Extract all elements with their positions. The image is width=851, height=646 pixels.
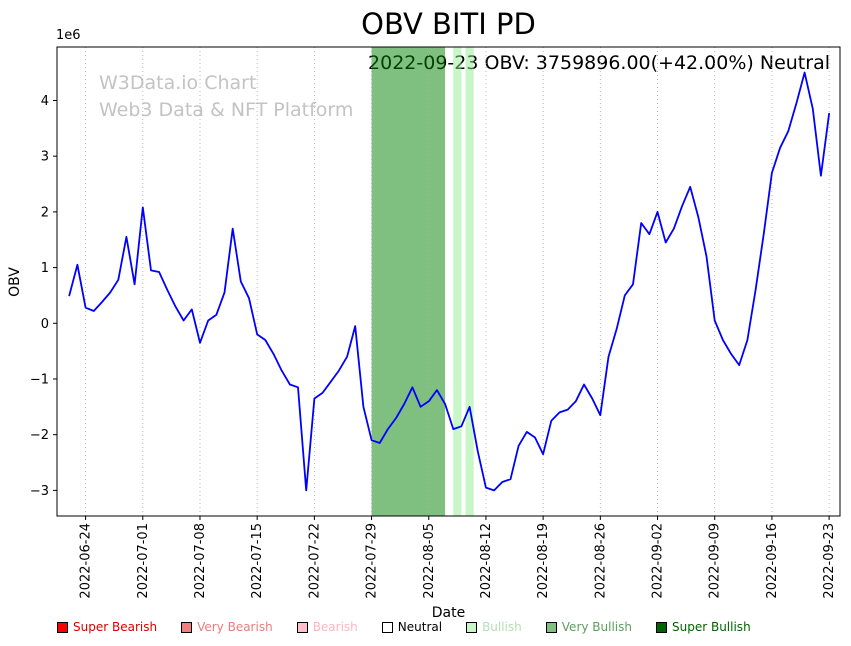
legend-swatch-bullish bbox=[466, 621, 478, 633]
x-tick-label: 2022-08-12 bbox=[479, 523, 494, 599]
latest-value-annotation: 2022-09-23 OBV: 3759896.00(+42.00%) Neut… bbox=[368, 52, 830, 74]
signal-region-bullish bbox=[465, 47, 474, 516]
legend-item-super-bullish: Super Bullish bbox=[656, 620, 751, 634]
watermark-line-1: W3Data.io Chart bbox=[99, 72, 257, 94]
y-tick-label: 3 bbox=[41, 150, 49, 165]
legend: Super Bearish Very Bearish Bearish Neutral B… bbox=[57, 620, 751, 634]
legend-label-very-bearish: Very Bearish bbox=[197, 620, 273, 634]
y-tick-label: −1 bbox=[30, 372, 49, 387]
x-tick-label: 2022-07-01 bbox=[136, 523, 151, 599]
legend-swatch-very-bearish bbox=[181, 621, 193, 633]
legend-item-bullish: Bullish bbox=[466, 620, 522, 634]
x-tick-label: 2022-07-22 bbox=[307, 523, 322, 599]
y-tick-label: −2 bbox=[30, 428, 49, 443]
x-tick-label: 2022-08-26 bbox=[593, 523, 608, 599]
y-tick-label: −3 bbox=[30, 484, 49, 499]
legend-swatch-super-bullish bbox=[656, 621, 667, 633]
x-tick-label: 2022-07-15 bbox=[250, 523, 265, 599]
legend-swatch-neutral bbox=[381, 621, 393, 633]
legend-label-bullish: Bullish bbox=[482, 620, 522, 634]
legend-swatch-super-bearish bbox=[57, 621, 68, 633]
legend-label-neutral: Neutral bbox=[397, 620, 443, 634]
x-tick-label: 2022-09-09 bbox=[708, 523, 723, 599]
x-axis-label: Date bbox=[431, 605, 466, 621]
y-tick-label: 2 bbox=[41, 205, 49, 220]
watermark-line-2: Web3 Data & NFT Platform bbox=[99, 99, 354, 121]
legend-label-bearish: Bearish bbox=[312, 620, 358, 634]
legend-swatch-very-bullish bbox=[545, 621, 557, 633]
x-tick-label: 2022-07-29 bbox=[365, 523, 380, 599]
plot-border bbox=[56, 46, 841, 517]
signal-region-bullish bbox=[453, 47, 462, 516]
obv-line-series bbox=[68, 71, 830, 492]
legend-item-neutral: Neutral bbox=[381, 620, 443, 634]
legend-item-very-bearish: Very Bearish bbox=[181, 620, 273, 634]
legend-swatch-bearish bbox=[296, 621, 308, 633]
legend-label-super-bearish: Super Bearish bbox=[73, 620, 158, 634]
chart-title: OBV BITI PD bbox=[361, 7, 536, 41]
x-tick-label: 2022-06-24 bbox=[79, 523, 94, 599]
x-tick-label: 2022-09-16 bbox=[765, 523, 780, 599]
y-tick-label: 0 bbox=[41, 317, 49, 332]
legend-item-bearish: Bearish bbox=[296, 620, 358, 634]
signal-region-very-bullish bbox=[371, 47, 446, 516]
legend-label-super-bullish: Super Bullish bbox=[672, 620, 751, 634]
x-tick-label: 2022-08-19 bbox=[536, 523, 551, 599]
y-tick-label: 1 bbox=[41, 261, 49, 276]
legend-item-super-bearish: Super Bearish bbox=[57, 620, 157, 634]
legend-label-very-bullish: Very Bullish bbox=[561, 620, 632, 634]
x-tick-label: 2022-08-05 bbox=[422, 523, 437, 599]
x-tick-label: 2022-07-08 bbox=[193, 523, 208, 599]
legend-item-very-bullish: Very Bullish bbox=[545, 620, 632, 634]
watermark: W3Data.io Chart Web3 Data & NFT Platform bbox=[99, 70, 353, 124]
x-tick-label: 2022-09-23 bbox=[822, 523, 837, 599]
y-tick-label: 4 bbox=[41, 94, 49, 109]
y-axis-offset-text: 1e6 bbox=[56, 28, 81, 43]
x-tick-label: 2022-09-02 bbox=[651, 523, 666, 599]
